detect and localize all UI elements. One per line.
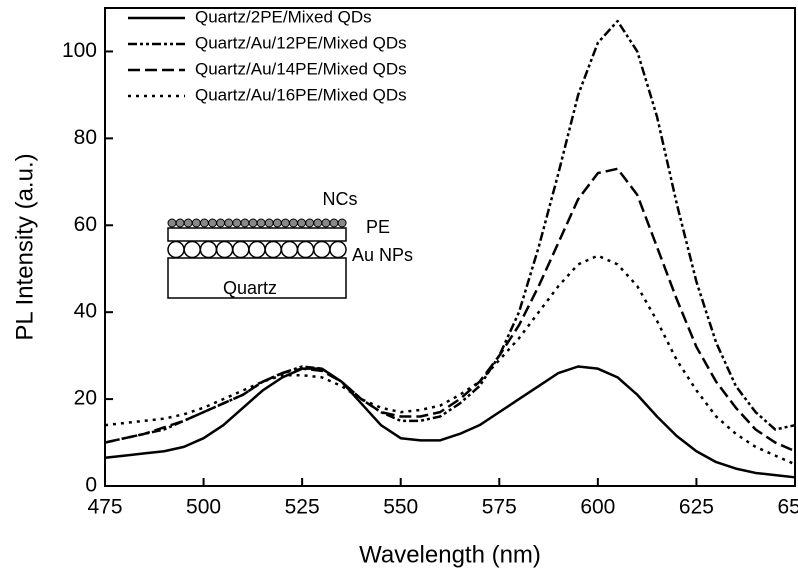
x-tick-label: 625 [679, 496, 714, 519]
au-np [248, 240, 266, 259]
y-tick-label: 80 [74, 126, 97, 149]
au-np [232, 240, 250, 259]
nanocrystal [167, 218, 177, 228]
nanocrystal [297, 218, 307, 228]
nanocrystal [216, 218, 226, 228]
inset-diagram [167, 218, 347, 299]
y-tick-label: 40 [74, 300, 97, 323]
au-np [280, 240, 299, 259]
nanocrystal [240, 218, 250, 228]
nanocrystal [224, 218, 234, 228]
au-np [215, 240, 234, 259]
series-line [104, 254, 796, 466]
quartz-layer [167, 257, 347, 299]
x-tick-label: 475 [87, 496, 122, 519]
legend-label: Quartz/Au/12PE/Mixed QDs [195, 33, 407, 52]
series-line [104, 167, 796, 453]
nanocrystal [175, 218, 185, 228]
x-tick-label: 550 [383, 496, 418, 519]
nanocrystal [183, 218, 193, 228]
au-np [329, 240, 347, 259]
nanocrystal [329, 218, 339, 228]
nanocrystal [232, 218, 242, 228]
au-np [183, 240, 201, 259]
y-tick-label: 0 [85, 474, 97, 497]
au-np [313, 240, 331, 259]
nanocrystal [208, 218, 217, 228]
nanocrystal [248, 218, 258, 228]
x-tick-label: 525 [285, 496, 320, 519]
x-tick-label: 500 [186, 496, 221, 519]
annotation: NCs [323, 189, 358, 209]
annotation: Quartz [223, 278, 277, 298]
legend-label: Quartz/Au/14PE/Mixed QDs [195, 59, 407, 78]
nanocrystal [305, 218, 315, 228]
pe-layer [167, 227, 347, 242]
nanocrystal [191, 218, 201, 228]
legend-label: Quartz/2PE/Mixed QDs [195, 7, 372, 26]
plot-frame [104, 7, 796, 487]
au-np [296, 240, 315, 259]
au-np [264, 240, 282, 259]
annotation: PE [366, 217, 390, 237]
nanocrystal [256, 218, 266, 228]
x-tick-label: 650 [777, 496, 798, 519]
nanocrystal [199, 218, 209, 228]
x-tick-label: 575 [482, 496, 517, 519]
au-np [167, 240, 185, 259]
annotation: Au NPs [352, 245, 413, 265]
y-tick-label: 20 [74, 387, 97, 410]
nanocrystal [337, 218, 347, 228]
series-line [104, 365, 796, 479]
ncs [167, 218, 347, 228]
nanocrystal [272, 218, 282, 228]
y-tick-label: 100 [62, 39, 97, 62]
legend-label: Quartz/Au/16PE/Mixed QDs [195, 85, 407, 104]
x-axis-label: Wavelength (nm) [359, 541, 541, 568]
au-nps [167, 240, 347, 259]
nanocrystal [321, 218, 331, 228]
nanocrystal [264, 218, 274, 228]
au-np [199, 240, 218, 259]
y-tick-label: 60 [74, 213, 97, 236]
y-axis-label: PL Intensity (a.u.) [11, 153, 38, 340]
x-tick-label: 600 [580, 496, 615, 519]
nanocrystal [280, 218, 290, 228]
nanocrystal [313, 218, 323, 228]
nanocrystal [289, 218, 298, 228]
